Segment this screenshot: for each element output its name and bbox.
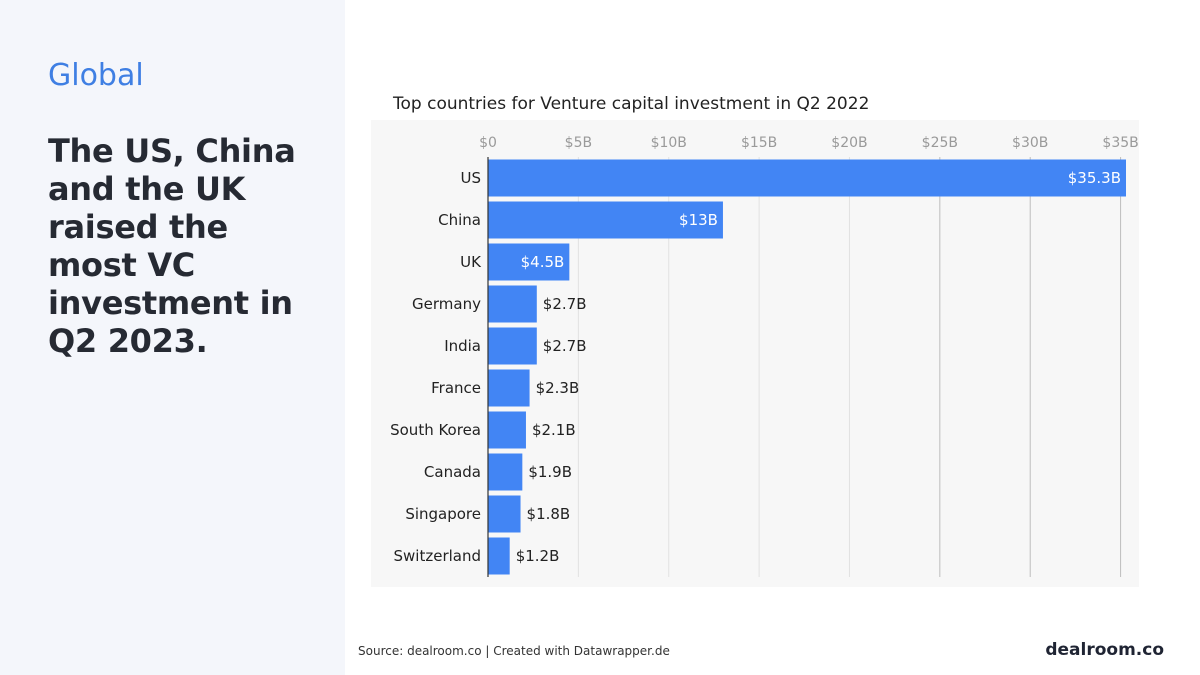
x-tick-label: $25B [922, 135, 958, 151]
bar-india [488, 327, 537, 365]
source-note: Source: dealroom.co | Created with Dataw… [358, 644, 670, 658]
headline: The US, China and the UK raised the most… [48, 132, 296, 360]
category-label: China [438, 211, 481, 229]
bar-germany [488, 285, 537, 323]
category-label: India [444, 337, 481, 355]
x-tick-label: $0 [479, 135, 497, 151]
bar-switzerland [488, 537, 510, 575]
value-label: $4.5B [521, 253, 565, 271]
category-label: South Korea [390, 421, 481, 439]
category-label: Singapore [405, 505, 481, 523]
value-label: $35.3B [1068, 169, 1121, 187]
category-label: UK [460, 253, 482, 271]
value-label: $1.2B [516, 547, 560, 565]
chart-title: Top countries for Venture capital invest… [393, 94, 870, 114]
bar-china [488, 201, 723, 239]
value-label: $1.8B [527, 505, 571, 523]
value-label: $2.7B [543, 295, 587, 313]
bar-singapore [488, 495, 521, 533]
value-label: $13B [679, 211, 718, 229]
x-tick-label: $5B [565, 135, 592, 151]
x-tick-label: $15B [741, 135, 777, 151]
section-label: Global [48, 58, 144, 93]
brand-logo: dealroom.co [1045, 640, 1164, 660]
bar-uk [488, 243, 570, 281]
value-label: $1.9B [528, 463, 572, 481]
category-label: US [460, 169, 481, 187]
category-label: Switzerland [394, 547, 482, 565]
value-label: $2.3B [536, 379, 580, 397]
x-tick-label: $35B [1102, 135, 1138, 151]
x-tick-label: $20B [831, 135, 867, 151]
value-label: $2.7B [543, 337, 587, 355]
category-label: Germany [412, 295, 481, 313]
bar-us [488, 159, 1126, 197]
bar-south-korea [488, 411, 526, 449]
category-label: Canada [424, 463, 481, 481]
bar-france [488, 369, 530, 407]
bar-canada [488, 453, 523, 491]
left-panel [0, 0, 345, 675]
x-tick-label: $10B [651, 135, 687, 151]
category-label: France [431, 379, 481, 397]
x-tick-label: $30B [1012, 135, 1048, 151]
value-label: $2.1B [532, 421, 576, 439]
